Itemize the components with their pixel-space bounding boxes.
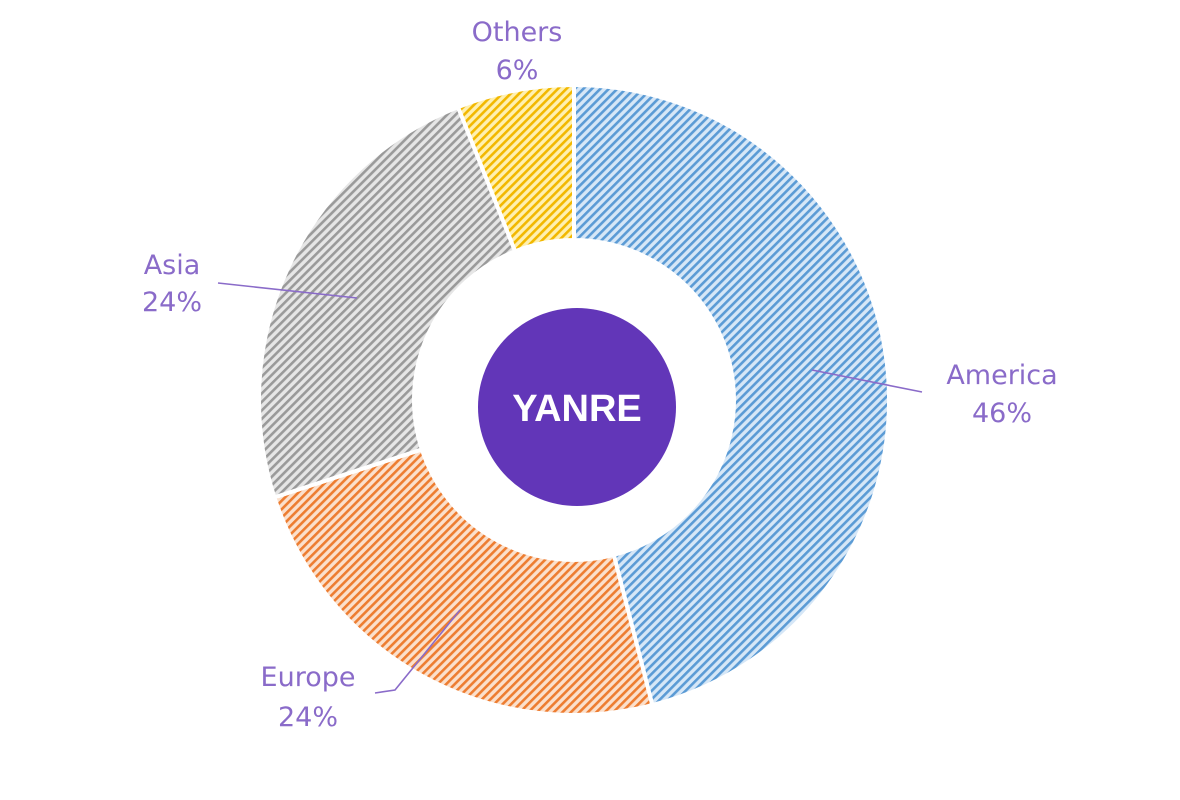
leader-line-america xyxy=(811,369,923,393)
center-circle xyxy=(478,308,676,506)
label-name-america: America xyxy=(946,360,1057,391)
label-name-others: Others xyxy=(472,17,563,48)
label-value-others: 6% xyxy=(496,55,539,86)
leader-line-asia xyxy=(217,282,358,299)
label-name-asia: Asia xyxy=(144,250,201,281)
slices-group xyxy=(257,82,891,717)
slice-asia xyxy=(257,104,518,500)
slice-labels: America 46% Europe 24% Asia 24% Others 6% xyxy=(142,17,1058,733)
label-name-europe: Europe xyxy=(261,662,356,693)
slice-america xyxy=(572,82,891,708)
center-label: YANRE xyxy=(512,388,642,430)
label-value-europe: 24% xyxy=(278,702,338,733)
slice-others xyxy=(455,82,576,254)
label-value-asia: 24% xyxy=(142,287,202,318)
leader-lines xyxy=(217,282,923,694)
label-value-america: 46% xyxy=(972,398,1032,429)
slice-europe xyxy=(271,446,655,717)
leader-line-europe xyxy=(374,609,461,694)
